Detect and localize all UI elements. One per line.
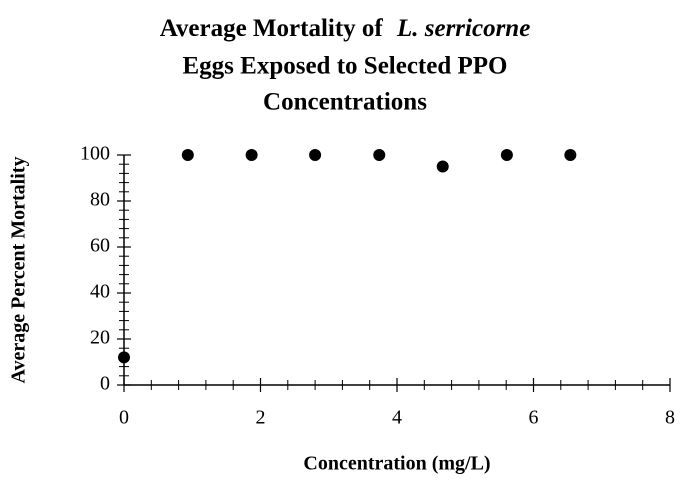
y-tick-label: 20 — [90, 327, 110, 349]
chart-title: Average Mortality of L. serricorne — [160, 15, 531, 42]
data-point — [181, 149, 194, 161]
x-tick-label: 4 — [392, 407, 402, 429]
data-point — [309, 149, 322, 161]
data-point — [118, 351, 130, 364]
x-tick-label: 2 — [256, 407, 266, 429]
data-point — [245, 149, 258, 161]
data-point — [373, 149, 386, 161]
x-tick-label: 8 — [665, 407, 675, 429]
x-tick-label: 0 — [119, 407, 129, 429]
data-point — [564, 149, 577, 161]
y-tick-label: 0 — [100, 373, 110, 395]
y-axis-label: Average Percent Mortality — [8, 157, 30, 384]
data-point — [500, 149, 513, 161]
y-tick-label: 80 — [90, 189, 110, 211]
x-tick-label: 6 — [529, 407, 539, 429]
chart-title: Concentrations — [263, 89, 427, 116]
y-tick-label: 100 — [80, 143, 110, 165]
data-point — [436, 160, 449, 173]
title-part: Average Mortality of — [160, 15, 384, 42]
x-axis-label: Concentration (mg/L) — [303, 453, 490, 475]
y-tick-label: 60 — [90, 235, 110, 257]
title-part: L. serricorne — [396, 15, 530, 42]
y-tick-label: 40 — [90, 281, 110, 303]
chart-title: Eggs Exposed to Selected PPO — [183, 53, 508, 80]
